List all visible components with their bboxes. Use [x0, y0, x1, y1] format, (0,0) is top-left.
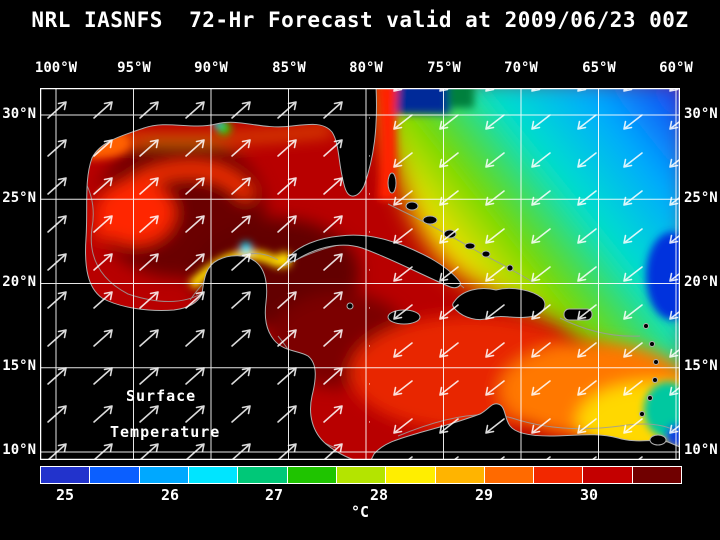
colorbar-segment — [90, 467, 139, 483]
lat-label-right-20n: 20°N — [684, 274, 718, 290]
lon-label-95w: 95°W — [117, 60, 151, 76]
colorbar-tick-25: 25 — [55, 486, 75, 504]
lon-label-75w: 75°W — [427, 60, 461, 76]
lon-label-100w: 100°W — [34, 60, 78, 76]
colorbar-segment — [238, 467, 287, 483]
colorbar-segment — [188, 467, 238, 483]
colorbar-tick-26: 26 — [160, 486, 180, 504]
map-frame — [40, 88, 680, 460]
colorbar-segment — [336, 467, 386, 483]
colorbar-tick-labels: 25 26 27 28 29 30 — [40, 486, 680, 504]
colorbar-segment — [435, 467, 484, 483]
variable-label-line1: Surface — [126, 387, 197, 405]
vector-arrows — [40, 88, 680, 460]
colorbar-segment — [287, 467, 336, 483]
variable-label-line2: Temperature — [110, 423, 221, 441]
colorbar-tick-28: 28 — [369, 486, 389, 504]
map-title: NRL IASNFS 72-Hr Forecast valid at 2009/… — [31, 8, 689, 32]
temperature-colorbar — [40, 466, 682, 484]
lon-label-85w: 85°W — [272, 60, 306, 76]
lon-label-70w: 70°W — [504, 60, 538, 76]
sst-map-canvas — [40, 88, 680, 460]
lat-label-right-15n: 15°N — [684, 358, 718, 374]
lon-label-80w: 80°W — [349, 60, 383, 76]
lat-label-left-20n: 20°N — [2, 274, 36, 290]
lat-label-left-15n: 15°N — [2, 358, 36, 374]
colorbar-tick-29: 29 — [474, 486, 494, 504]
lat-label-left-25n: 25°N — [2, 190, 36, 206]
lon-label-90w: 90°W — [194, 60, 228, 76]
colorbar-tick-30: 30 — [579, 486, 599, 504]
colorbar-segment — [139, 467, 188, 483]
lat-label-right-25n: 25°N — [684, 190, 718, 206]
colorbar-segment — [484, 467, 534, 483]
colorbar-unit-label: °C — [350, 503, 370, 521]
lon-label-60w: 60°W — [659, 60, 693, 76]
lat-label-right-30n: 30°N — [684, 106, 718, 122]
colorbar-segment — [41, 467, 90, 483]
colorbar-segment — [534, 467, 583, 483]
lat-label-right-10n: 10°N — [684, 442, 718, 458]
colorbar-segment — [583, 467, 632, 483]
lat-label-left-30n: 30°N — [2, 106, 36, 122]
colorbar-segment — [632, 467, 682, 483]
lon-label-65w: 65°W — [582, 60, 616, 76]
colorbar-tick-27: 27 — [264, 486, 284, 504]
colorbar-segment — [386, 467, 435, 483]
lat-label-left-10n: 10°N — [2, 442, 36, 458]
sst-map-plot — [40, 88, 680, 460]
